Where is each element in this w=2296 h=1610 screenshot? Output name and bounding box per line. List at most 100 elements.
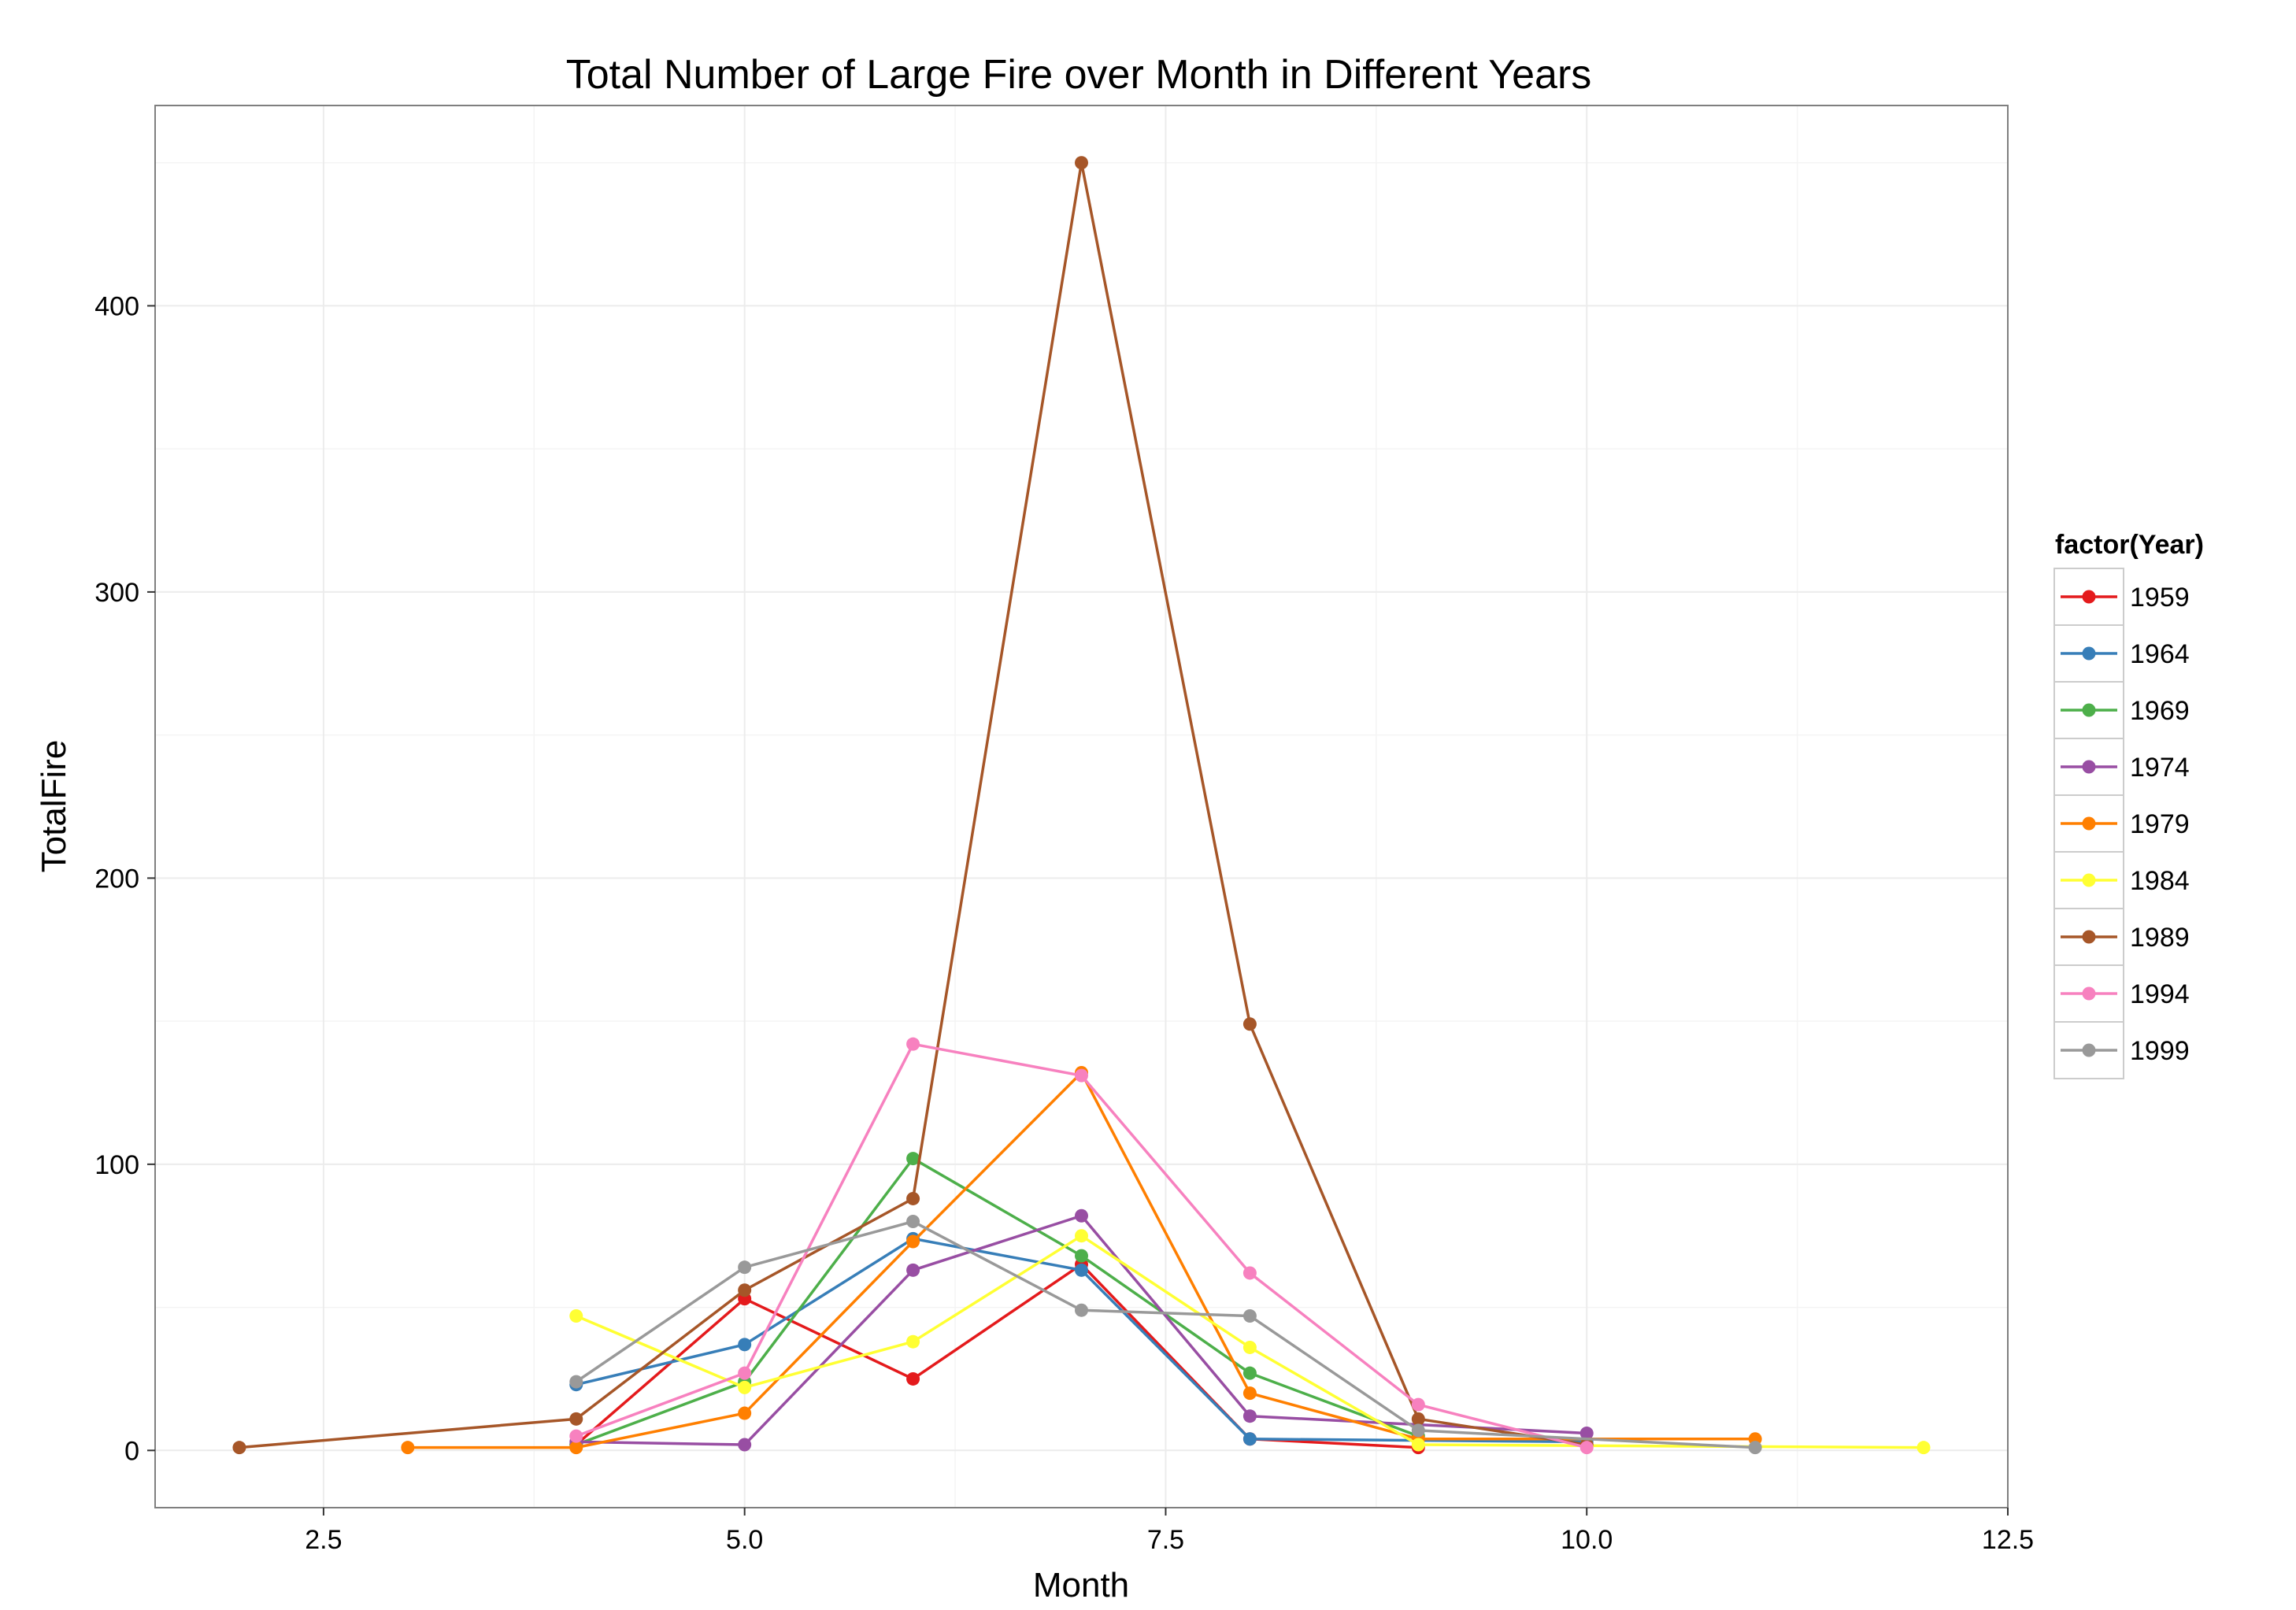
legend-label: 1999	[2130, 1036, 2190, 1066]
data-point-1959	[906, 1371, 920, 1386]
data-point-1994	[906, 1037, 920, 1051]
legend-item-1959: 1959	[2053, 568, 2190, 626]
legend-item-1999: 1999	[2053, 1021, 2190, 1079]
data-point-1984	[1411, 1438, 1425, 1452]
data-point-1974	[906, 1263, 920, 1277]
data-point-1994	[569, 1429, 583, 1443]
series-line-1979	[407, 1071, 1756, 1449]
data-point-1984	[738, 1380, 752, 1394]
series-line-1964	[576, 1237, 1587, 1444]
data-point-1974	[738, 1438, 752, 1452]
legend-label: 1984	[2130, 866, 2190, 896]
legend-item-1964: 1964	[2053, 624, 2190, 683]
data-point-1969	[1075, 1249, 1088, 1263]
legend-item-1969: 1969	[2053, 681, 2190, 739]
y-axis-title: TotalFire	[35, 740, 73, 873]
data-point-1994	[1411, 1397, 1425, 1412]
y-tick-label: 100	[94, 1150, 139, 1180]
data-point-1984	[1075, 1229, 1088, 1243]
data-point-1974	[1242, 1409, 1257, 1423]
data-point-1969	[1242, 1366, 1257, 1380]
data-point-1994	[738, 1366, 752, 1380]
data-point-1964	[1242, 1432, 1257, 1446]
legend-key-point	[2082, 703, 2096, 717]
series-line-1974	[576, 1214, 1587, 1446]
x-tick-label: 7.5	[1147, 1525, 1184, 1555]
legend-item-1984: 1984	[2053, 851, 2190, 909]
data-point-1979	[401, 1441, 415, 1455]
series-1994	[569, 1037, 1594, 1455]
legend-key-point	[2082, 986, 2096, 1001]
data-point-1989	[569, 1412, 583, 1426]
data-point-1979	[738, 1406, 752, 1420]
x-axis-title: Month	[1033, 1566, 1129, 1604]
legend-label: 1969	[2130, 696, 2190, 726]
data-point-1989	[906, 1191, 920, 1205]
legend-label: 1964	[2130, 639, 2190, 669]
legend-label: 1994	[2130, 979, 2190, 1009]
data-point-1999	[1411, 1423, 1425, 1438]
grid	[155, 105, 2009, 1508]
data-point-1999	[1748, 1441, 1762, 1455]
data-point-1994	[1579, 1441, 1594, 1455]
legend-items: 1959 1964 1969 1974 1979 1984 1989 1994 1999	[2053, 568, 2190, 1079]
series-line-1989	[239, 161, 1587, 1449]
series-line-1969	[576, 1157, 1419, 1446]
x-tick-label: 10.0	[1561, 1525, 1613, 1555]
data-point-1989	[232, 1441, 246, 1455]
data-point-1979	[569, 1441, 583, 1455]
data-point-1989	[1242, 1017, 1257, 1031]
legend-label: 1974	[2130, 753, 2190, 783]
legend-key-point	[2082, 1043, 2096, 1057]
data-point-1979	[1242, 1386, 1257, 1401]
data-point-1999	[906, 1215, 920, 1229]
legend-label: 1959	[2130, 583, 2190, 613]
series-1974	[569, 1208, 1594, 1452]
legend-key-point	[2082, 873, 2096, 887]
series-1999	[569, 1215, 1762, 1455]
legend-key-point	[2082, 760, 2096, 774]
data-point-1984	[906, 1334, 920, 1349]
data-point-1989	[738, 1283, 752, 1297]
y-tick-label: 200	[94, 864, 139, 894]
legend-item-1994: 1994	[2053, 964, 2190, 1023]
legend-key-point	[2082, 590, 2096, 604]
legend-label: 1989	[2130, 923, 2190, 953]
data-point-1964	[738, 1338, 752, 1352]
data-point-1984	[1916, 1441, 1931, 1455]
plot-panel	[154, 105, 2009, 1508]
axes: 2.5 5.0 7.5 10.0 12.5 0 100 200 300 400	[94, 291, 2034, 1555]
data-point-1999	[1075, 1303, 1088, 1317]
x-tick-label: 12.5	[1982, 1525, 2034, 1555]
chart-title: Total Number of Large Fire over Month in…	[566, 52, 1592, 98]
legend-key-point	[2082, 646, 2096, 661]
legend: factor(Year) 1959 1964 1969 1974 1979 1984 198…	[2053, 530, 2204, 1079]
data-point-1999	[569, 1375, 583, 1389]
series-1964	[569, 1231, 1594, 1449]
legend-key-point	[2082, 816, 2096, 831]
legend-label: 1979	[2130, 809, 2190, 839]
legend-key-point	[2082, 930, 2096, 944]
data-point-1964	[1075, 1263, 1088, 1277]
data-point-1984	[569, 1308, 583, 1323]
legend-title: factor(Year)	[2055, 530, 2204, 560]
data-point-1989	[1075, 156, 1088, 170]
series-lines	[232, 156, 1931, 1455]
data-point-1979	[906, 1234, 920, 1249]
series-line-1959	[575, 1263, 1419, 1449]
legend-item-1974: 1974	[2053, 738, 2190, 796]
data-point-1994	[1075, 1068, 1088, 1083]
x-tick-label: 5.0	[726, 1525, 763, 1555]
y-tick-label: 300	[94, 578, 139, 608]
data-point-1969	[906, 1152, 920, 1166]
data-point-1999	[1242, 1308, 1257, 1323]
series-1989	[232, 156, 1594, 1455]
x-tick-label: 2.5	[305, 1525, 342, 1555]
data-point-1999	[738, 1260, 752, 1275]
data-point-1974	[1075, 1208, 1088, 1223]
series-1984	[569, 1229, 1931, 1455]
data-point-1994	[1242, 1266, 1257, 1280]
legend-item-1979: 1979	[2053, 794, 2190, 853]
data-point-1984	[1242, 1340, 1257, 1354]
